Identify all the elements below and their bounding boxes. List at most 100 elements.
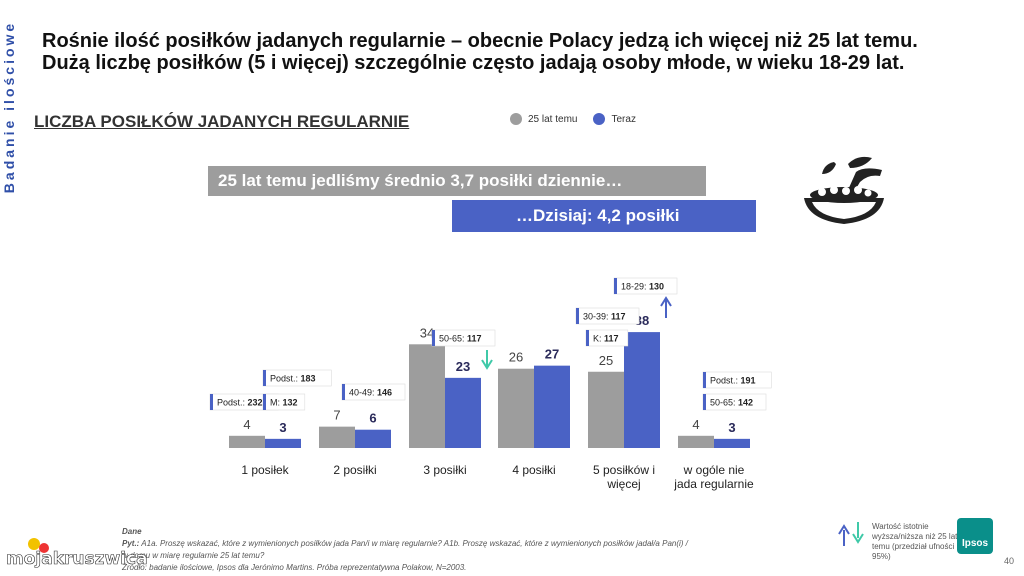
annotation-marker-4-0	[614, 278, 617, 294]
annotation-value-0-0: 232	[248, 398, 263, 408]
data-label-past-0: 4	[243, 417, 250, 432]
annotation-marker-4-2	[586, 330, 589, 346]
banner-past-average: 25 lat temu jedliśmy średnio 3,7 posiłki…	[208, 166, 706, 196]
data-label-past-2: 34	[420, 325, 434, 340]
annotation-marker-0-2	[263, 394, 266, 410]
chart-legend: 25 lat temu Teraz	[510, 113, 646, 125]
bar-past-3	[498, 368, 534, 448]
bar-past-4	[588, 371, 624, 448]
annotation-marker-1-0	[342, 384, 345, 400]
ipsos-logo: Ipsos	[957, 518, 993, 554]
category-label-4-1: więcej	[606, 477, 640, 491]
page-number: 40	[1004, 556, 1015, 566]
category-label-5-1: jada regularnie	[673, 477, 754, 491]
annotation-box-5-0	[702, 371, 772, 389]
footer-question2: w domu w miarę regularnie 25 lat temu?	[122, 551, 265, 560]
data-label-now-2: 23	[456, 359, 470, 374]
annotation-box-0-0	[209, 393, 279, 411]
bar-past-0	[229, 435, 265, 448]
annotation-label-0-0: Podst.: 232	[217, 398, 263, 408]
legend-item-now: Teraz	[593, 113, 636, 125]
category-label-0-0: 1 posiłek	[241, 463, 289, 477]
banner-now-average: …Dzisiaj: 4,2 posiłki	[452, 200, 756, 232]
annotation-value-2-0: 117	[467, 334, 482, 344]
annotation-value-5-1: 142	[738, 398, 753, 408]
annotation-marker-0-1	[263, 370, 266, 386]
category-label-4-0: 5 posiłków i	[593, 463, 655, 477]
annotation-marker-5-0	[703, 372, 706, 388]
annotation-marker-4-1	[576, 308, 579, 324]
footer-notes: Dane Pyt.: A1a. Proszę wskazać, które z …	[122, 526, 822, 574]
annotation-label-1-0: 40-49: 146	[349, 388, 392, 398]
headline-line1: Rośnie ilość posiłków jadanych regularni…	[42, 30, 918, 52]
annotation-label-4-1: 30-39: 117	[583, 312, 626, 322]
bar-now-0	[265, 438, 301, 448]
annotation-box-0-2	[262, 393, 306, 411]
footer-question: A1a. Proszę wskazać, które z wymienionyc…	[141, 539, 688, 548]
annotation-marker-5-1	[703, 394, 706, 410]
annotation-box-4-2	[585, 329, 629, 347]
annotation-value-0-1: 183	[301, 374, 316, 384]
annotation-box-5-1	[702, 393, 767, 411]
annotation-box-2-0	[431, 329, 496, 347]
bar-now-4	[624, 332, 660, 448]
chart-title: LICZBA POSIŁKÓW JADANYCH REGULARNIE	[34, 112, 410, 131]
annotation-label-5-0: Podst.: 191	[710, 376, 756, 386]
annotation-box-1-0	[341, 383, 406, 401]
annotation-marker-2-0	[432, 330, 435, 346]
annotation-marker-0-0	[210, 394, 213, 410]
footer-source: Źródło: badanie ilościowe, Ipsos dla Jer…	[122, 563, 467, 572]
side-band: Badanie ilościowe	[0, 0, 26, 576]
data-label-past-1: 7	[333, 408, 340, 423]
data-label-past-3: 26	[509, 350, 523, 365]
significance-arrows-icon	[838, 522, 864, 546]
legend-item-past: 25 lat temu	[510, 113, 577, 125]
headline-line2: Dużą liczbę posiłków (5 i więcej) szczeg…	[42, 52, 905, 74]
category-label-3-0: 4 posiłki	[512, 463, 555, 477]
annotation-value-4-0: 130	[649, 282, 664, 292]
data-label-now-0: 3	[279, 420, 286, 435]
annotation-label-0-2: M: 132	[270, 398, 298, 408]
annotation-label-0-1: Podst.: 183	[270, 374, 316, 384]
data-label-now-1: 6	[369, 411, 376, 426]
annotation-box-0-1	[262, 369, 332, 387]
annotation-value-4-1: 117	[611, 312, 626, 322]
annotation-label-4-0: 18-29: 130	[621, 282, 664, 292]
legend-dot-now	[593, 113, 606, 125]
annotation-value-1-0: 146	[377, 388, 392, 398]
legend-label-past: 25 lat temu	[528, 113, 578, 125]
legend-dot-past	[510, 113, 522, 125]
bar-now-3	[534, 365, 570, 448]
category-label-1-0: 2 posiłki	[333, 463, 376, 477]
watermark-logo: mojakruszwica	[6, 538, 148, 569]
bar-now-1	[355, 429, 391, 448]
annotation-label-5-1: 50-65: 142	[710, 398, 753, 408]
bar-now-5	[714, 438, 750, 448]
legend-label-now: Teraz	[611, 113, 636, 125]
category-label-5-0: w ogóle nie	[683, 463, 745, 477]
annotation-value-5-0: 191	[741, 376, 756, 386]
significance-legend: Wartość istotnie wyższa/niższa niż 25 la…	[836, 522, 957, 561]
data-label-past-5: 4	[692, 417, 699, 432]
footer-question-label: Dane	[122, 527, 142, 536]
annotation-value-4-2: 117	[604, 334, 619, 344]
annotation-label-4-2: K: 117	[593, 334, 619, 344]
data-label-now-5: 3	[728, 420, 735, 435]
data-label-now-3: 27	[545, 347, 559, 362]
annotation-box-4-0	[613, 277, 678, 295]
arrow-up-icon	[660, 296, 672, 318]
data-label-now-4: 38	[635, 313, 649, 328]
bar-now-2	[445, 377, 481, 448]
arrow-down-icon	[481, 350, 493, 370]
annotation-label-2-0: 50-65: 117	[439, 334, 482, 344]
bar-past-2	[409, 344, 445, 448]
salad-plate-icon	[804, 156, 884, 224]
bar-past-1	[319, 426, 355, 448]
svg-text:mojakruszwica: mojakruszwica	[6, 549, 148, 569]
headline: Rośnie ilość posiłków jadanych regularni…	[42, 30, 1002, 74]
bar-past-5	[678, 435, 714, 448]
footer-question-prefix: Pyt.:	[122, 539, 140, 548]
significance-note: Wartość istotnie wyższa/niższa niż 25 la…	[872, 522, 958, 561]
annotation-box-4-1	[575, 307, 640, 325]
